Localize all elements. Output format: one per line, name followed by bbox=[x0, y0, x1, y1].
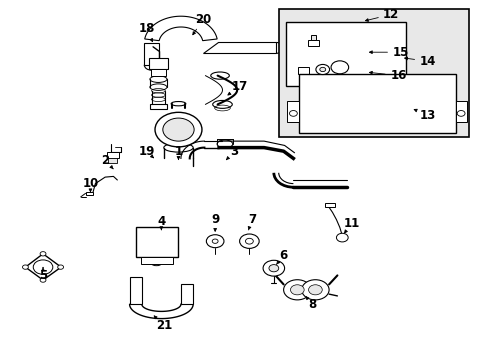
Circle shape bbox=[315, 64, 329, 75]
Circle shape bbox=[456, 111, 464, 116]
Bar bbox=[455, 101, 466, 122]
Circle shape bbox=[245, 238, 253, 244]
Ellipse shape bbox=[171, 102, 185, 106]
Text: 6: 6 bbox=[279, 249, 287, 262]
Circle shape bbox=[239, 234, 259, 248]
Text: 4: 4 bbox=[157, 215, 165, 228]
Polygon shape bbox=[144, 16, 217, 41]
Circle shape bbox=[336, 233, 347, 242]
Text: 5: 5 bbox=[39, 269, 47, 282]
Circle shape bbox=[206, 235, 224, 248]
Circle shape bbox=[268, 265, 278, 272]
Circle shape bbox=[40, 252, 46, 256]
Text: 16: 16 bbox=[389, 69, 406, 82]
Circle shape bbox=[22, 265, 28, 269]
Ellipse shape bbox=[149, 84, 166, 90]
Bar bbox=[310, 35, 316, 40]
Bar bbox=[106, 152, 119, 158]
Text: 15: 15 bbox=[392, 46, 408, 59]
Bar bbox=[107, 158, 117, 163]
Text: 9: 9 bbox=[211, 213, 219, 226]
Bar bbox=[325, 203, 334, 207]
Text: 19: 19 bbox=[138, 145, 155, 158]
Bar bbox=[149, 58, 167, 69]
Text: 21: 21 bbox=[155, 319, 172, 332]
Text: 10: 10 bbox=[82, 177, 99, 190]
Text: 8: 8 bbox=[307, 298, 315, 311]
Text: 3: 3 bbox=[230, 145, 238, 158]
Polygon shape bbox=[144, 43, 159, 65]
Circle shape bbox=[289, 111, 297, 116]
Circle shape bbox=[263, 260, 284, 276]
Circle shape bbox=[33, 260, 53, 274]
Polygon shape bbox=[139, 231, 173, 253]
Ellipse shape bbox=[217, 140, 232, 148]
Circle shape bbox=[58, 265, 63, 269]
Circle shape bbox=[319, 67, 325, 72]
Circle shape bbox=[212, 239, 218, 243]
Circle shape bbox=[155, 112, 202, 147]
Bar bbox=[298, 67, 308, 74]
Text: 20: 20 bbox=[194, 13, 211, 26]
Bar bbox=[150, 69, 166, 76]
Bar bbox=[141, 257, 172, 264]
Bar bbox=[149, 104, 167, 109]
Text: 12: 12 bbox=[382, 8, 399, 21]
Polygon shape bbox=[25, 254, 61, 280]
Bar bbox=[278, 9, 468, 137]
Ellipse shape bbox=[212, 100, 232, 108]
Ellipse shape bbox=[163, 143, 193, 152]
Circle shape bbox=[308, 285, 322, 295]
Bar bbox=[136, 227, 177, 257]
Ellipse shape bbox=[149, 76, 166, 82]
Bar bbox=[286, 101, 299, 122]
Text: 13: 13 bbox=[419, 109, 435, 122]
Text: 11: 11 bbox=[343, 217, 360, 230]
Bar bbox=[285, 22, 405, 86]
Text: 18: 18 bbox=[138, 22, 155, 35]
Ellipse shape bbox=[210, 72, 229, 79]
Circle shape bbox=[283, 280, 310, 300]
Polygon shape bbox=[129, 304, 193, 319]
Circle shape bbox=[290, 285, 304, 295]
Bar bbox=[299, 74, 455, 133]
Text: 17: 17 bbox=[231, 80, 247, 93]
Circle shape bbox=[330, 61, 348, 74]
Text: 14: 14 bbox=[419, 55, 435, 68]
Polygon shape bbox=[181, 284, 193, 304]
Circle shape bbox=[40, 278, 46, 282]
Bar bbox=[85, 192, 93, 195]
Text: 1: 1 bbox=[174, 145, 182, 158]
Circle shape bbox=[301, 280, 328, 300]
Text: 7: 7 bbox=[247, 213, 255, 226]
Polygon shape bbox=[129, 277, 142, 304]
Polygon shape bbox=[203, 42, 276, 53]
Bar bbox=[307, 40, 318, 46]
Text: 2: 2 bbox=[101, 154, 109, 167]
Circle shape bbox=[163, 118, 194, 141]
